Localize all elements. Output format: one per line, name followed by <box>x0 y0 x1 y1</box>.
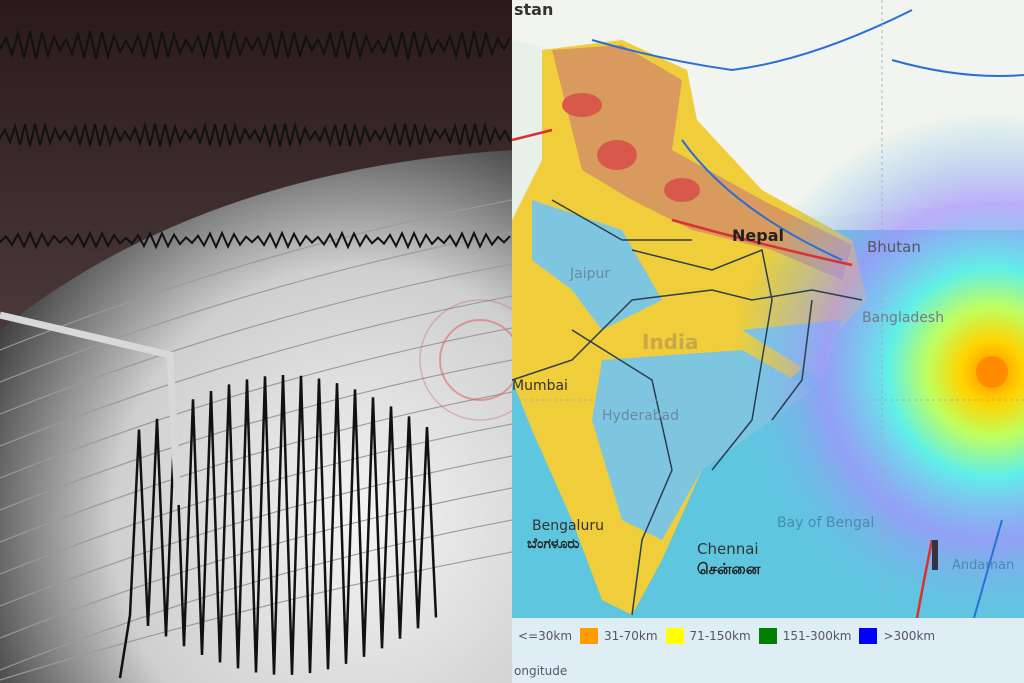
axis-label: ongitude <box>514 664 568 678</box>
label-hyderabad: Hyderabad <box>602 408 679 424</box>
label-pakistan: stan <box>514 0 554 19</box>
label-bay-of-bengal: Bay of Bengal <box>777 515 875 531</box>
legend-item: 31-70km <box>580 628 658 644</box>
seismograph-photo <box>0 0 512 683</box>
label-india: India <box>642 330 699 354</box>
chart-paper-line <box>0 327 512 479</box>
label-chennai-local: சென்னை <box>697 560 761 578</box>
seismic-trace <box>0 29 511 61</box>
label-andaman: Andaman <box>952 558 1015 573</box>
chart-paper-line <box>0 455 512 607</box>
legend-item: 151-300km <box>758 628 851 644</box>
legend-swatch <box>665 628 684 644</box>
label-jaipur: Jaipur <box>570 266 611 282</box>
chart-paper-line <box>0 295 512 447</box>
legend-item: <=30km <box>518 629 573 643</box>
label-nepal: Nepal <box>732 226 784 245</box>
india-seismic-map: stan Nepal Bhutan Bangladesh India Jaipu… <box>512 0 1024 683</box>
chart-paper-line <box>0 199 512 351</box>
label-bengaluru: Bengaluru <box>532 518 604 534</box>
label-bhutan: Bhutan <box>867 238 921 256</box>
legend-swatch <box>758 628 777 644</box>
stylus-arm <box>0 311 182 506</box>
legend-swatch <box>859 628 878 644</box>
seismic-trace <box>0 121 511 149</box>
depth-legend: <=30km 31-70km 71-150km 151-300km >300km… <box>512 618 1024 683</box>
label-bangladesh: Bangladesh <box>862 310 945 326</box>
map-graphics <box>512 0 1024 683</box>
legend-item: >300km <box>859 628 935 644</box>
chart-paper-line <box>0 391 512 543</box>
chart-paper-line <box>0 263 512 415</box>
red-ring-icon <box>439 319 512 401</box>
legend-item: 71-150km <box>665 628 751 644</box>
label-mumbai: Mumbai <box>512 378 568 394</box>
chart-paper-line <box>0 231 512 383</box>
epicenter-marker <box>976 356 1008 388</box>
chart-paper-line <box>0 423 512 575</box>
legend-swatch <box>580 628 599 644</box>
label-bengaluru-local: ಬೆಂಗಳೂರು <box>527 536 580 552</box>
chart-paper-line <box>0 359 512 511</box>
label-chennai: Chennai <box>697 540 759 558</box>
seismic-trace <box>0 230 511 250</box>
